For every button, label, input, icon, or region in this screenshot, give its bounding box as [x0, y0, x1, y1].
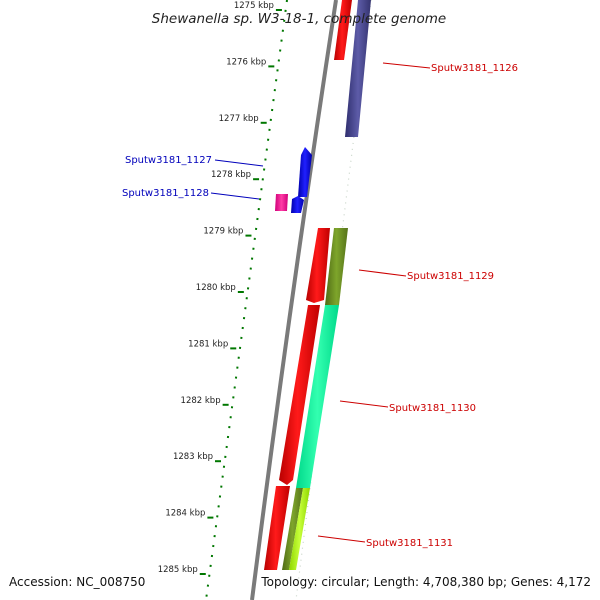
tick-label: 1280 kbp — [196, 283, 236, 293]
gene-features — [264, 0, 371, 570]
leader-1127 — [214, 159, 264, 167]
leader-1129 — [358, 269, 407, 277]
tick-label: 1276 kbp — [226, 57, 266, 67]
tick-label: 1279 kbp — [203, 227, 243, 237]
cog-band-1130[interactable] — [296, 305, 339, 488]
gene-label-1127[interactable]: Sputw3181_1127 — [125, 155, 212, 166]
tick-label: 1282 kbp — [181, 396, 221, 406]
tick-label: 1275 kbp — [234, 1, 274, 11]
tick-label: 1284 kbp — [165, 509, 205, 519]
cog-band-1131-olive[interactable] — [282, 488, 303, 570]
gene-arrow-1127[interactable] — [298, 147, 312, 197]
rna-feature-1128[interactable] — [275, 194, 288, 211]
inner-dotted-track — [205, 0, 288, 600]
gene-arrow-1131[interactable] — [264, 486, 290, 570]
genome-backbone — [250, 0, 338, 600]
tick-label: 1285 kbp — [158, 565, 198, 575]
topology-text: Topology: circular; Length: 4,708,380 bp… — [260, 575, 591, 589]
gene-label-1130[interactable]: Sputw3181_1130 — [389, 403, 476, 414]
cog-band-1126[interactable] — [345, 0, 371, 137]
scale-ticks: 1275 kbp 1276 kbp 1277 kbp 1278 kbp 1279 kbp… — [158, 1, 282, 575]
cog-band-1129[interactable] — [325, 228, 348, 305]
gene-label-1128[interactable]: Sputw3181_1128 — [122, 188, 209, 199]
gene-arrow-1129[interactable] — [306, 228, 330, 303]
gene-arrow-1130[interactable] — [279, 305, 320, 485]
gene-label-1126[interactable]: Sputw3181_1126 — [431, 63, 518, 74]
gene-label-1129[interactable]: Sputw3181_1129 — [407, 271, 494, 282]
gene-arrow-1126[interactable] — [334, 0, 352, 60]
cog-band-1131-yellow[interactable] — [289, 488, 310, 570]
map-title: Shewanella sp. W3-18-1, complete genome — [152, 11, 446, 27]
tick-label: 1277 kbp — [219, 114, 259, 124]
tick-label: 1281 kbp — [188, 339, 228, 349]
gene-label-1131[interactable]: Sputw3181_1131 — [366, 538, 453, 549]
accession-text: Accession: NC_008750 — [9, 575, 145, 589]
leader-1128 — [210, 192, 260, 200]
leader-1130 — [339, 400, 389, 408]
leader-1131 — [317, 535, 366, 543]
genome-tracks — [205, 0, 372, 600]
label-leaders — [210, 62, 431, 543]
tick-label: 1283 kbp — [173, 452, 213, 462]
tick-label: 1278 kbp — [211, 170, 251, 180]
gene-arrow-1128[interactable] — [291, 196, 304, 213]
leader-1126 — [382, 62, 431, 69]
gene-labels: Sputw3181_1126 Sputw3181_1127 Sputw3181_… — [122, 63, 518, 549]
